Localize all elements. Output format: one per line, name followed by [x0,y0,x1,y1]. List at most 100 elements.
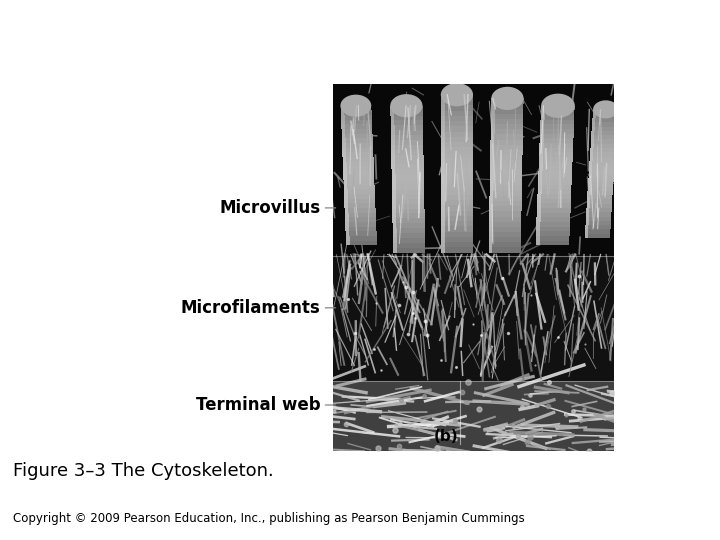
Bar [346,241,377,245]
Bar [441,211,473,216]
Bar [345,218,348,222]
Bar [585,234,588,238]
Bar [490,155,523,160]
Bar [541,110,545,115]
Bar [586,217,589,221]
Bar [441,184,473,190]
Bar [590,161,615,165]
Bar [441,153,473,158]
Bar [538,185,572,190]
Bar [344,190,348,194]
Bar [536,231,540,236]
Bar [592,126,595,131]
Bar [392,204,425,208]
Bar [490,176,494,181]
Bar [441,179,445,184]
Bar [589,174,614,178]
Bar [489,212,521,217]
Bar [536,227,540,231]
Bar [343,152,346,157]
Bar [490,129,523,134]
Bar [341,124,345,129]
Bar [441,132,473,137]
Bar [441,195,473,200]
Bar [390,106,394,111]
Bar [441,247,473,253]
Bar [537,208,541,213]
Bar [391,150,395,154]
Bar [345,213,376,218]
Bar [346,222,349,227]
Bar [490,160,494,165]
Bar [390,120,395,125]
Bar [441,111,445,116]
Bar [343,185,374,190]
Bar [392,165,424,170]
Bar [333,256,614,381]
Bar [538,190,571,194]
Bar [341,120,345,124]
Bar [390,120,423,125]
Ellipse shape [390,94,423,117]
Bar [536,213,570,218]
Bar [345,208,376,213]
Bar [441,100,445,105]
Bar [346,236,349,241]
Bar [346,227,377,231]
Bar [391,125,423,130]
Ellipse shape [441,83,473,106]
Bar [591,135,616,139]
Bar [343,171,347,176]
Text: Microvillus: Microvillus [220,199,320,217]
Bar [490,206,493,212]
Bar [590,157,593,161]
Bar [539,152,543,157]
Bar [490,206,521,212]
Bar [391,130,423,135]
Bar [539,171,572,176]
Bar [343,185,348,190]
Text: (b): (b) [433,429,458,443]
Bar [441,221,473,226]
Bar [589,165,614,170]
Bar [491,114,495,119]
Bar [441,163,473,168]
Bar [345,213,348,218]
Bar [491,119,495,124]
Bar [539,161,543,166]
Bar [539,152,573,157]
Bar [392,174,424,179]
Bar [441,200,473,205]
Bar [490,186,493,191]
Bar [346,231,349,236]
Bar [441,205,445,211]
Bar [586,208,590,212]
Bar [593,114,618,118]
Bar [441,216,445,221]
Bar [392,208,396,213]
Bar [343,166,374,171]
Bar [490,134,495,139]
Bar [441,100,473,105]
Bar [585,221,588,225]
Bar [341,124,372,129]
Bar [588,191,613,195]
Text: Microfilaments: Microfilaments [181,299,320,317]
Bar [392,194,424,199]
Bar [490,196,522,201]
Bar [588,182,613,186]
Bar [539,171,542,176]
Bar [344,204,348,208]
Bar [441,226,445,232]
Bar [346,231,377,236]
Bar [391,154,395,160]
Bar [537,204,571,208]
Bar [490,181,522,186]
Bar [392,233,425,238]
Bar [489,232,521,237]
Bar [392,218,425,223]
Bar [392,228,397,233]
Bar [539,143,544,147]
Bar [441,105,473,111]
Bar [489,232,492,237]
